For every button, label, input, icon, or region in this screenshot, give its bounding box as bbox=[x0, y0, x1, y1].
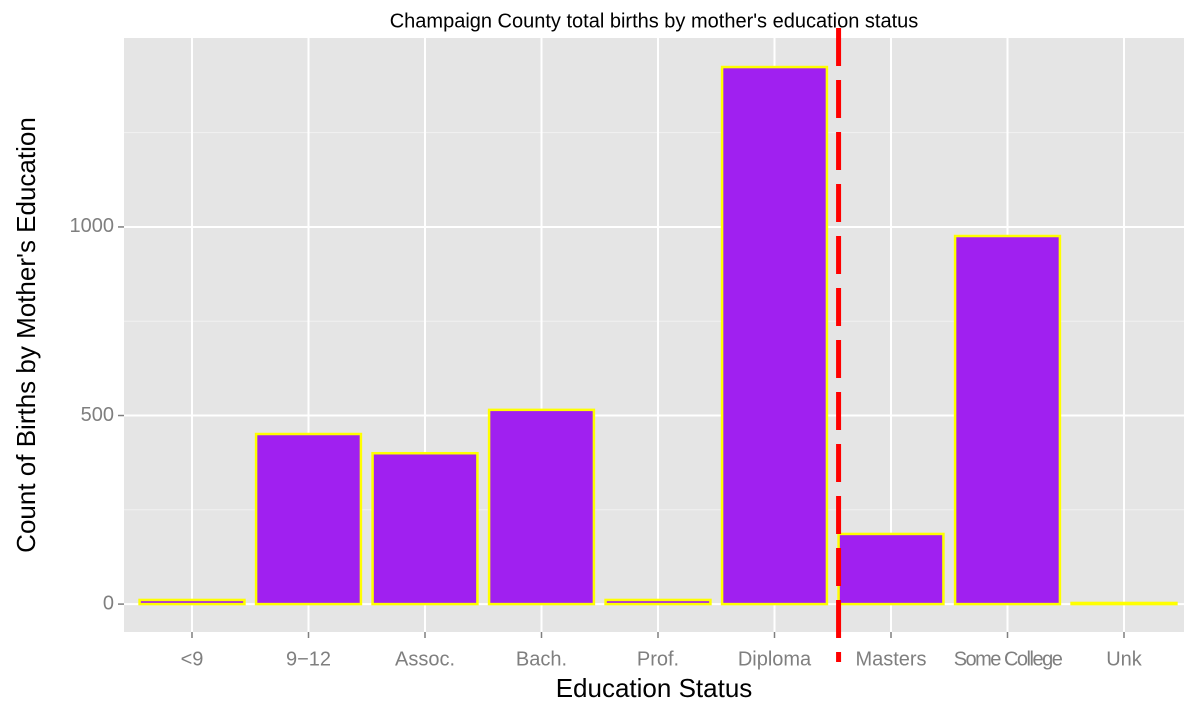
x-tick-label: <9 bbox=[181, 648, 204, 670]
x-tick-label: 9−12 bbox=[286, 648, 331, 670]
x-tick-label: Some College bbox=[954, 648, 1063, 670]
y-tick-label: 1000 bbox=[70, 215, 115, 237]
x-tick-label: Diploma bbox=[738, 648, 812, 670]
bar bbox=[138, 598, 246, 606]
bar bbox=[371, 451, 479, 606]
x-tick-label: Unk bbox=[1106, 648, 1143, 670]
bar bbox=[604, 598, 712, 606]
bar bbox=[254, 432, 363, 606]
y-tick-label: 500 bbox=[81, 404, 114, 426]
chart-title: Champaign County total births by mother'… bbox=[390, 10, 919, 32]
bar bbox=[837, 532, 945, 606]
y-tick-label: 0 bbox=[103, 592, 114, 614]
x-tick-label: Masters bbox=[855, 648, 926, 670]
x-tick-label: Bach. bbox=[516, 648, 567, 670]
x-tick-label: Prof. bbox=[637, 648, 679, 670]
bar bbox=[953, 234, 1062, 606]
x-tick-label: Assoc. bbox=[395, 648, 455, 670]
x-axis-title: Education Status bbox=[556, 673, 753, 703]
bar bbox=[720, 65, 829, 606]
y-axis-title: Count of Births by Mother's Education bbox=[11, 117, 41, 553]
bar bbox=[1070, 601, 1178, 606]
bar bbox=[487, 408, 596, 606]
